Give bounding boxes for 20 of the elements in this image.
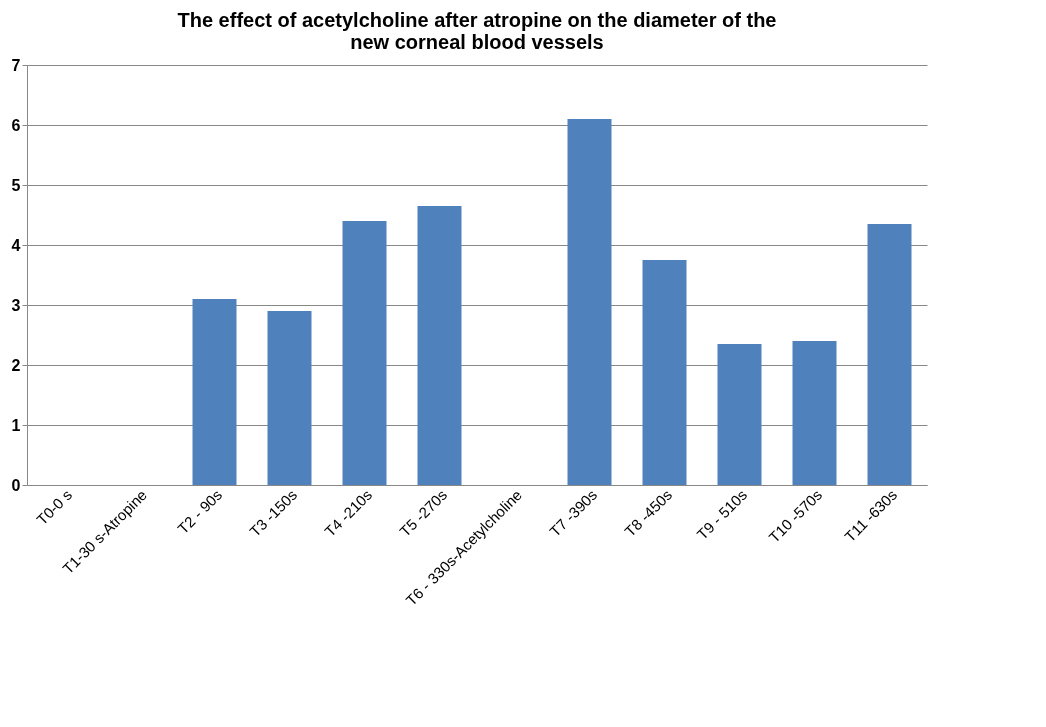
bar	[417, 206, 462, 485]
bar	[567, 119, 612, 485]
bar	[792, 341, 837, 485]
y-tick-label: 6	[11, 116, 21, 134]
x-tick-label: T0-0 s	[33, 486, 76, 529]
y-tick-label: 2	[11, 356, 21, 374]
y-tick-label: 3	[11, 296, 21, 314]
y-tick-label: 1	[11, 416, 21, 434]
bar	[267, 311, 312, 485]
x-tick-label: T2 - 90s	[174, 486, 226, 538]
y-tick-label: 0	[11, 476, 21, 494]
y-tick-label: 4	[11, 236, 21, 254]
bar	[192, 299, 237, 485]
y-tick-label: 7	[11, 56, 21, 74]
bar	[717, 344, 762, 485]
y-tick-label: 5	[11, 176, 21, 194]
bar	[342, 221, 387, 485]
bar	[867, 224, 912, 485]
bar	[642, 260, 687, 485]
chart-title: The effect of acetylcholine after atropine on the diameter of the new corneal blood vessels	[177, 9, 777, 53]
